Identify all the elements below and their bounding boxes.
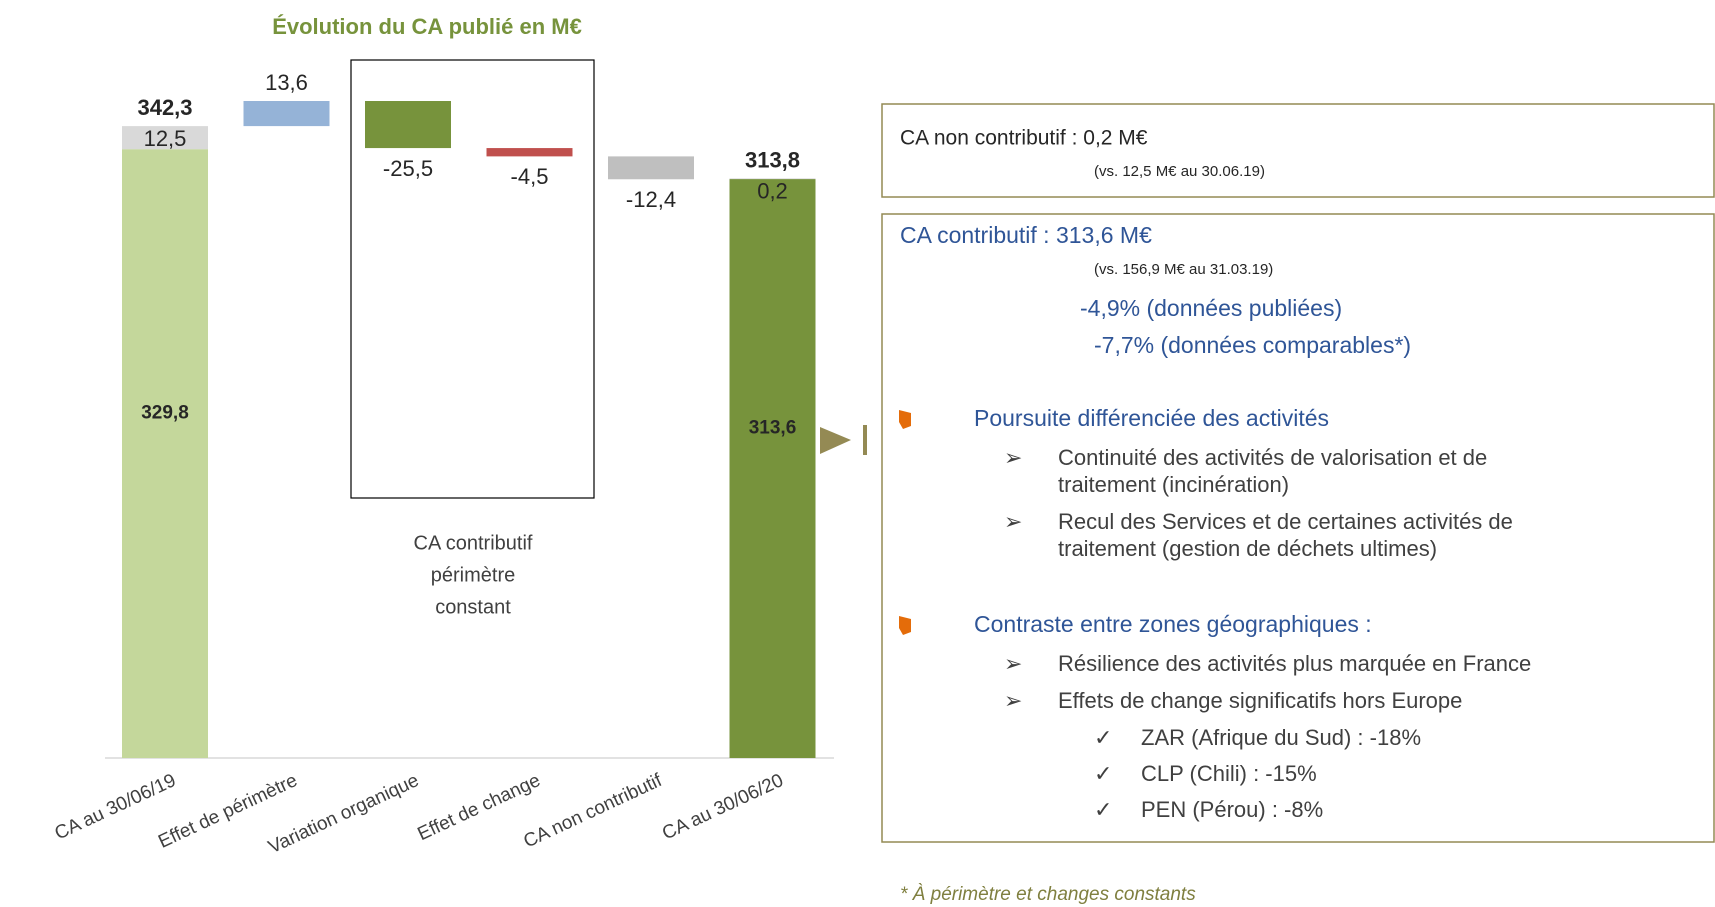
stat: -7,7% (données comparables*) xyxy=(1094,332,1411,358)
panel-title: CA non contributif : 0,2 M€ xyxy=(900,127,1148,150)
panel-box xyxy=(881,103,1715,198)
item-line: Résilience des activités plus marquée en… xyxy=(1058,651,1531,676)
stat: -4,9% (données publiées) xyxy=(1080,295,1342,321)
bar-delta xyxy=(486,148,573,157)
bar-base xyxy=(729,179,816,759)
annotation: périmètre xyxy=(431,564,515,586)
arrow-bullet: ➢ xyxy=(1004,445,1022,470)
x-tick-label: CA au 30/06/20 xyxy=(659,770,787,844)
total-label: 313,8 xyxy=(745,148,800,173)
item-line: Recul des Services et de certaines activ… xyxy=(1058,509,1513,534)
bullet-icon xyxy=(899,616,911,635)
base-label: 329,8 xyxy=(141,403,189,424)
panel-box xyxy=(881,213,1715,843)
item-line: Effets de change significatifs hors Euro… xyxy=(1058,688,1462,713)
arrow xyxy=(820,427,851,454)
arrow-bullet: ➢ xyxy=(1004,509,1022,534)
bar-extra xyxy=(122,126,208,150)
delta-label: -25,5 xyxy=(383,156,433,181)
bar-delta xyxy=(365,101,451,149)
panel-note: (vs. 12,5 M€ au 30.06.19) xyxy=(1094,163,1265,180)
bar-delta xyxy=(608,156,694,180)
item-line: traitement (gestion de déchets ultimes) xyxy=(1058,536,1437,561)
check-bullet: ✓ xyxy=(1094,797,1112,822)
item-line: traitement (incinération) xyxy=(1058,472,1289,497)
delta-label: 13,6 xyxy=(265,70,308,95)
panel-title: CA contributif : 313,6 M€ xyxy=(900,222,1152,248)
section-heading: Contraste entre zones géographiques : xyxy=(974,611,1372,637)
x-tick-label: CA non contributif xyxy=(520,770,665,853)
bullet-icon xyxy=(899,410,911,429)
chart-title: Évolution du CA publié en M€ xyxy=(272,14,582,39)
section-heading: Poursuite différenciée des activités xyxy=(974,405,1329,431)
bar-base xyxy=(122,149,208,759)
delta-label: -4,5 xyxy=(511,164,549,189)
footnote: * À périmètre et changes constants xyxy=(900,884,1196,905)
annotation: CA contributif xyxy=(414,532,533,554)
item-line: Continuité des activités de valorisation… xyxy=(1058,445,1487,470)
bracket-box xyxy=(350,59,595,499)
bar-delta xyxy=(243,101,330,127)
annotation: constant xyxy=(435,596,511,618)
check-bullet: ✓ xyxy=(1094,761,1112,786)
subitem: CLP (Chili) : -15% xyxy=(1141,761,1317,786)
check-bullet: ✓ xyxy=(1094,725,1112,750)
subitem: PEN (Pérou) : -8% xyxy=(1141,797,1323,822)
arrow-bullet: ➢ xyxy=(1004,688,1022,713)
panel-note: (vs. 156,9 M€ au 31.03.19) xyxy=(1094,261,1273,278)
extra-label: 0,2 xyxy=(757,179,788,204)
total-label: 342,3 xyxy=(137,95,192,120)
subitem: ZAR (Afrique du Sud) : -18% xyxy=(1141,725,1421,750)
delta-label: -12,4 xyxy=(626,187,676,212)
extra-label: 12,5 xyxy=(144,126,187,151)
arrow-bar xyxy=(863,425,867,455)
arrow-bullet: ➢ xyxy=(1004,651,1022,676)
base-label: 313,6 xyxy=(749,418,797,439)
